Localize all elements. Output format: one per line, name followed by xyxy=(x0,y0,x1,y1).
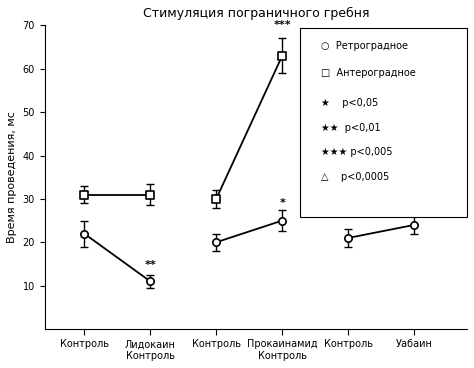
Point xyxy=(278,217,286,223)
Point xyxy=(212,196,220,202)
Text: □  Антероградное: □ Антероградное xyxy=(321,68,416,78)
Title: Стимуляция пограничного гребня: Стимуляция пограничного гребня xyxy=(143,7,369,20)
Point xyxy=(410,88,418,93)
Point xyxy=(81,192,88,198)
Text: ★★  p<0,01: ★★ p<0,01 xyxy=(321,123,381,132)
Text: ★★★ p<0,005: ★★★ p<0,005 xyxy=(321,147,393,157)
Text: △    p<0,0005: △ p<0,0005 xyxy=(321,172,390,182)
FancyBboxPatch shape xyxy=(300,28,467,217)
Point xyxy=(212,239,220,245)
Point xyxy=(81,231,88,237)
Text: ★    p<0,05: ★ p<0,05 xyxy=(321,98,379,108)
Text: ***: *** xyxy=(273,20,291,30)
Text: *: * xyxy=(279,198,285,208)
Point xyxy=(345,187,352,193)
Text: **: ** xyxy=(145,261,156,270)
Text: △: △ xyxy=(410,63,419,73)
Point xyxy=(410,222,418,228)
Point xyxy=(146,278,154,284)
Y-axis label: Время проведения, мс: Время проведения, мс xyxy=(7,111,17,243)
Text: ○  Ретроградное: ○ Ретроградное xyxy=(321,40,408,50)
Point xyxy=(345,235,352,241)
Point xyxy=(146,192,154,198)
Point xyxy=(278,53,286,59)
